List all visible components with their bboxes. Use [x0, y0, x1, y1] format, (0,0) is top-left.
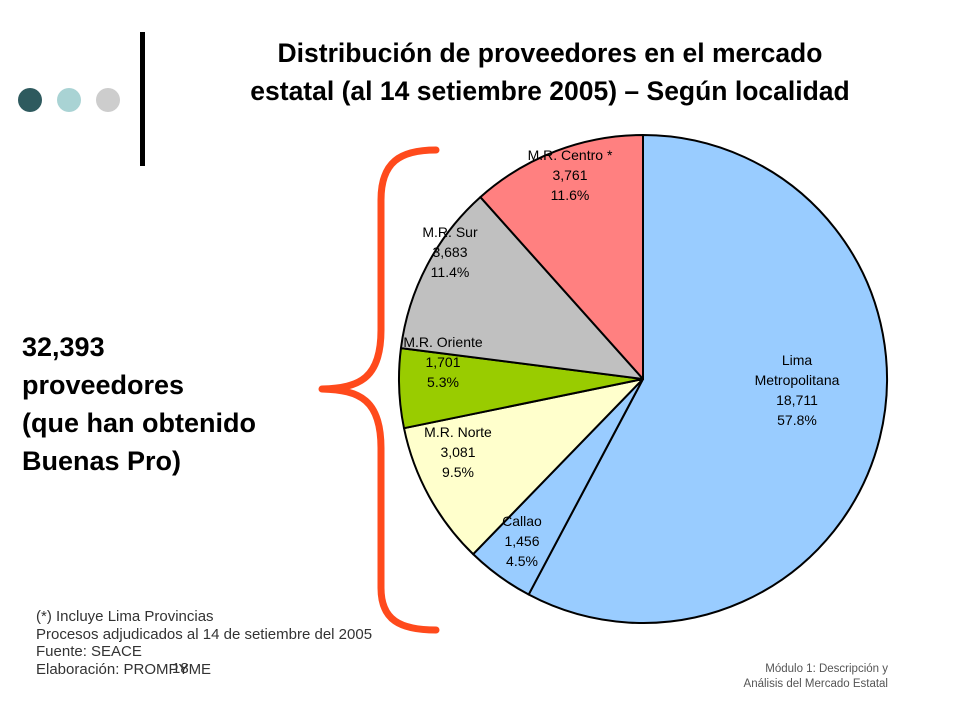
footnote-line-2: Procesos adjudicados al 14 de setiembre … — [36, 625, 373, 643]
slice-label-4-line-0: M.R. Sur — [422, 224, 478, 240]
slice-label-5: M.R. Centro * 3,761 11.6% — [528, 147, 613, 203]
total-line-4: Buenas Pro) — [22, 446, 182, 476]
slice-label-2-line-1: 3,081 — [440, 444, 475, 460]
module-caption-line-2: Análisis del Mercado Estatal — [743, 678, 888, 690]
slice-label-0-line-0: Lima — [782, 352, 813, 368]
page-number: 18 — [172, 660, 189, 677]
slice-label-3-line-1: 1,701 — [425, 354, 460, 370]
slice-label-4: M.R. Sur 3,683 11.4% — [422, 224, 478, 280]
page-title: Distribución de proveedores en el mercad… — [150, 34, 950, 110]
slice-label-2-line-0: M.R. Norte — [424, 424, 492, 440]
slice-label-1: Callao 1,456 4.5% — [502, 513, 542, 569]
slice-label-3: M.R. Oriente 1,701 5.3% — [403, 334, 483, 390]
pie-slice-2 — [403, 378, 644, 556]
slice-label-1-line-1: 1,456 — [504, 533, 539, 549]
slice-label-0-line-1: Metropolitana — [755, 372, 840, 388]
pie-slice-5 — [479, 134, 644, 380]
title-line-1: Distribución de proveedores en el mercad… — [277, 38, 823, 68]
slice-label-3-line-2: 5.3% — [427, 374, 459, 390]
slice-label-0-line-2: 18,711 — [776, 392, 818, 408]
module-caption-line-1: Módulo 1: Descripción y — [765, 663, 888, 675]
footnote-line-3: Fuente: SEACE — [36, 643, 142, 660]
curly-brace — [318, 146, 440, 634]
slice-label-4-line-2: 11.4% — [431, 264, 470, 280]
slice-label-5-line-1: 3,761 — [552, 167, 587, 183]
slice-label-2: M.R. Norte 3,081 9.5% — [424, 424, 492, 480]
module-caption: Módulo 1: Descripción y Análisis del Mer… — [744, 662, 888, 692]
slice-label-0-line-3: 57.8% — [777, 412, 817, 428]
slice-label-2-line-2: 9.5% — [442, 464, 474, 480]
slice-label-1-line-2: 4.5% — [506, 553, 538, 569]
slice-label-5-line-0: M.R. Centro * — [528, 147, 613, 163]
slice-label-5-line-2: 11.6% — [551, 187, 590, 203]
pie-slice-0 — [527, 134, 888, 624]
footnote-line-4: Elaboración: PROMPYME — [36, 660, 212, 678]
slice-label-3-line-0: M.R. Oriente — [403, 334, 483, 350]
title-line-2: estatal (al 14 setiembre 2005) – Según l… — [250, 76, 850, 106]
slice-label-1-line-0: Callao — [502, 513, 542, 529]
footnote-line-1: (*) Incluye Lima Provincias — [36, 608, 214, 625]
title-divider — [140, 32, 145, 166]
total-line-1: 32,393 — [22, 332, 105, 362]
slice-label-4-line-1: 3,683 — [432, 244, 467, 260]
dot-dark — [18, 88, 42, 112]
total-line-2: proveedores — [22, 370, 185, 400]
pie-slice-4 — [399, 196, 644, 380]
total-line-3: (que han obtenido — [22, 408, 256, 438]
dot-teal — [57, 88, 81, 112]
dot-grey — [96, 88, 120, 112]
footnote: (*) Incluye Lima Provincias Procesos adj… — [36, 608, 416, 678]
total-suppliers: 32,393 proveedores (que han obtenido Bue… — [22, 328, 256, 480]
slice-label-0: Lima Metropolitana 18,711 57.8% — [755, 352, 840, 428]
